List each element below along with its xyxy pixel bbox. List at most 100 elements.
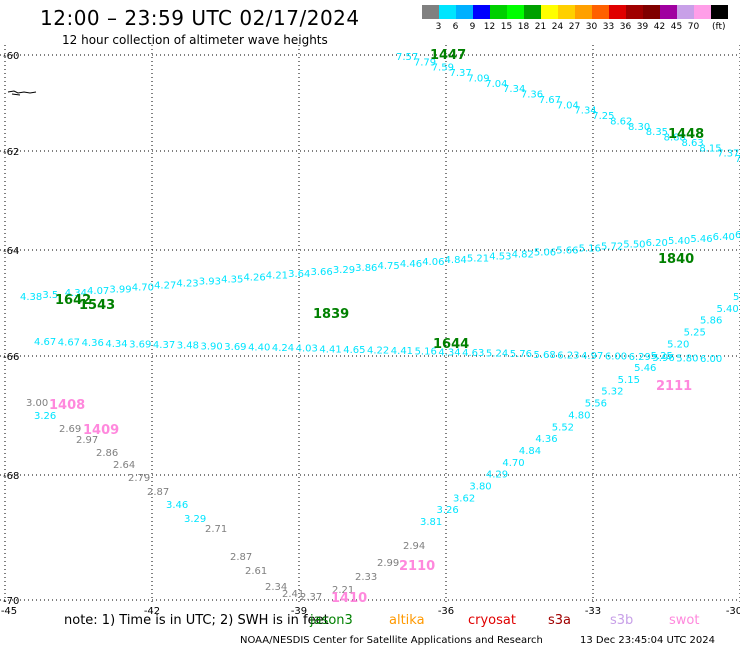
wave-height-value: 4.34 xyxy=(105,339,127,350)
wave-height-value: 3.66 xyxy=(310,267,332,278)
wave-height-value: 4.27 xyxy=(154,280,176,291)
colorbar-label: 6 xyxy=(452,22,459,32)
wave-height-value: 5.40 xyxy=(668,236,690,247)
lat-tick-label: -66 xyxy=(3,352,19,363)
wave-height-value: 2.21 xyxy=(332,585,354,596)
colorbar-swatch xyxy=(456,5,473,19)
track-time-label: 2110 xyxy=(399,559,435,574)
wave-height-value: 4.80 xyxy=(568,410,590,421)
wave-height-value: 4.41 xyxy=(319,344,341,355)
wave-height-value: 2.86 xyxy=(96,448,118,459)
wave-height-value: 4.36 xyxy=(535,434,557,445)
wave-height-colorbar xyxy=(422,5,728,19)
colorbar-swatch xyxy=(626,5,643,19)
wave-height-value: 6.20 xyxy=(646,238,668,249)
wave-height-value: 5.24 xyxy=(486,349,508,360)
axis-tick-labels: -45 -42 -39 -36 -33 -30 -60 -62 -64 -66 -68 -70 xyxy=(1,51,740,617)
wave-height-value: 4.67 xyxy=(58,338,80,349)
wave-height-value: 4.23 xyxy=(176,278,198,289)
lat-tick-label: -62 xyxy=(3,147,19,158)
wave-height-value: 7.7 xyxy=(735,154,740,165)
wave-height-value: 5.46 xyxy=(634,363,656,374)
wave-height-value: 5.86 xyxy=(700,316,722,327)
lon-tick-label: -30 xyxy=(726,606,740,617)
wave-height-value: 8.62 xyxy=(610,116,632,127)
wave-height-value: 4.67 xyxy=(34,337,56,348)
colorbar-swatch xyxy=(592,5,609,19)
colorbar-swatch xyxy=(422,5,439,19)
wave-height-value: 4.41 xyxy=(391,346,413,357)
wave-height-value: 7.37 xyxy=(717,149,739,160)
wave-height-value: 4.65 xyxy=(343,345,365,356)
satellite-legend-swot: swot xyxy=(669,613,700,628)
track-time-label: 1840 xyxy=(658,252,694,267)
wave-height-value: 7.34 xyxy=(503,84,525,95)
colorbar-label: 45 xyxy=(670,22,683,32)
altimeter-tracks: 7.577.797.597.377.097.047.347.367.677.04… xyxy=(20,52,740,603)
wave-height-value: 5.21 xyxy=(467,253,489,264)
wave-height-value: 3.69 xyxy=(129,339,151,350)
track-time-label: 1408 xyxy=(49,398,85,413)
colorbar-labels: 3 6 9 12 15 18 21 24 27 30 33 36 39 42 45 70 xyxy=(430,22,702,32)
wave-height-value: 2.64 xyxy=(113,460,135,471)
wave-height-value: 5.46 xyxy=(690,234,712,245)
wave-height-value: 4.24 xyxy=(272,343,294,354)
wave-height-value: 3.26 xyxy=(34,411,56,422)
wave-height-value: 8.15 xyxy=(699,143,721,154)
wave-height-value: 2.61 xyxy=(245,566,267,577)
wave-height-value: 7.37 xyxy=(450,68,472,79)
wave-height-value: 4.53 xyxy=(489,251,511,262)
wave-height-value: 2.97 xyxy=(76,435,98,446)
wave-height-value: 4.38 xyxy=(20,292,42,303)
wave-height-value: 4.63 xyxy=(462,348,484,359)
wave-height-value: 5.72 xyxy=(601,242,623,253)
wave-height-value: 5.40 xyxy=(717,304,739,315)
colorbar-swatch xyxy=(575,5,592,19)
wave-height-value: 5.66 xyxy=(556,246,578,257)
colorbar-label: 15 xyxy=(500,22,513,32)
wave-height-value: 3.64 xyxy=(288,269,310,280)
lat-tick-label: -64 xyxy=(3,246,19,257)
wave-height-value: 5.50 xyxy=(623,240,645,251)
wave-height-value: 7.59 xyxy=(432,63,454,74)
wave-height-value: 4.82 xyxy=(512,249,534,260)
satellite-legend-jason3: jason3 xyxy=(310,613,353,628)
lon-tick-label: -39 xyxy=(291,606,307,617)
wave-height-value: 5.15 xyxy=(618,375,640,386)
wave-height-value: 3.80 xyxy=(469,481,491,492)
wave-height-value: 3.29 xyxy=(333,265,355,276)
colorbar-swatch xyxy=(473,5,490,19)
wave-height-value: 2.87 xyxy=(230,552,252,563)
colorbar-label: 24 xyxy=(551,22,564,32)
wave-height-value: 8.63 xyxy=(681,138,703,149)
wave-height-value: 4.70 xyxy=(502,458,524,469)
colorbar-swatch xyxy=(558,5,575,19)
wave-height-value: 3.00 xyxy=(26,398,48,409)
colorbar-swatch xyxy=(711,5,728,19)
wave-height-value: 4.35 xyxy=(221,275,243,286)
wave-height-value: 5.16 xyxy=(415,347,437,358)
wave-height-value: 6.23 xyxy=(557,350,579,361)
wave-height-value: 2.94 xyxy=(403,541,425,552)
wave-height-value: 7.34 xyxy=(574,106,596,117)
wave-height-value: 3.69 xyxy=(224,342,246,353)
wave-height-value: 3.5 xyxy=(42,290,58,301)
colorbar-swatch xyxy=(524,5,541,19)
wave-height-value: 5.68 xyxy=(534,350,556,361)
wave-height-value: 3.90 xyxy=(201,341,223,352)
wave-height-value: 2.87 xyxy=(147,487,169,498)
wave-height-value: 7.57 xyxy=(396,52,418,63)
colorbar-label: 36 xyxy=(619,22,632,32)
wave-height-value: 7.67 xyxy=(539,95,561,106)
wave-height-value: 2.41 xyxy=(282,589,304,600)
colorbar-swatch xyxy=(643,5,660,19)
colorbar-label: 9 xyxy=(469,22,476,32)
wave-height-value: 3.46 xyxy=(166,500,188,511)
wave-height-value: 5.32 xyxy=(601,387,623,398)
wave-height-value: 2.99 xyxy=(377,558,399,569)
wave-height-value: 4.34 xyxy=(65,288,87,299)
graticule-grid xyxy=(0,45,740,605)
wave-height-value: 4.46 xyxy=(400,259,422,270)
colorbar-label: 33 xyxy=(602,22,615,32)
